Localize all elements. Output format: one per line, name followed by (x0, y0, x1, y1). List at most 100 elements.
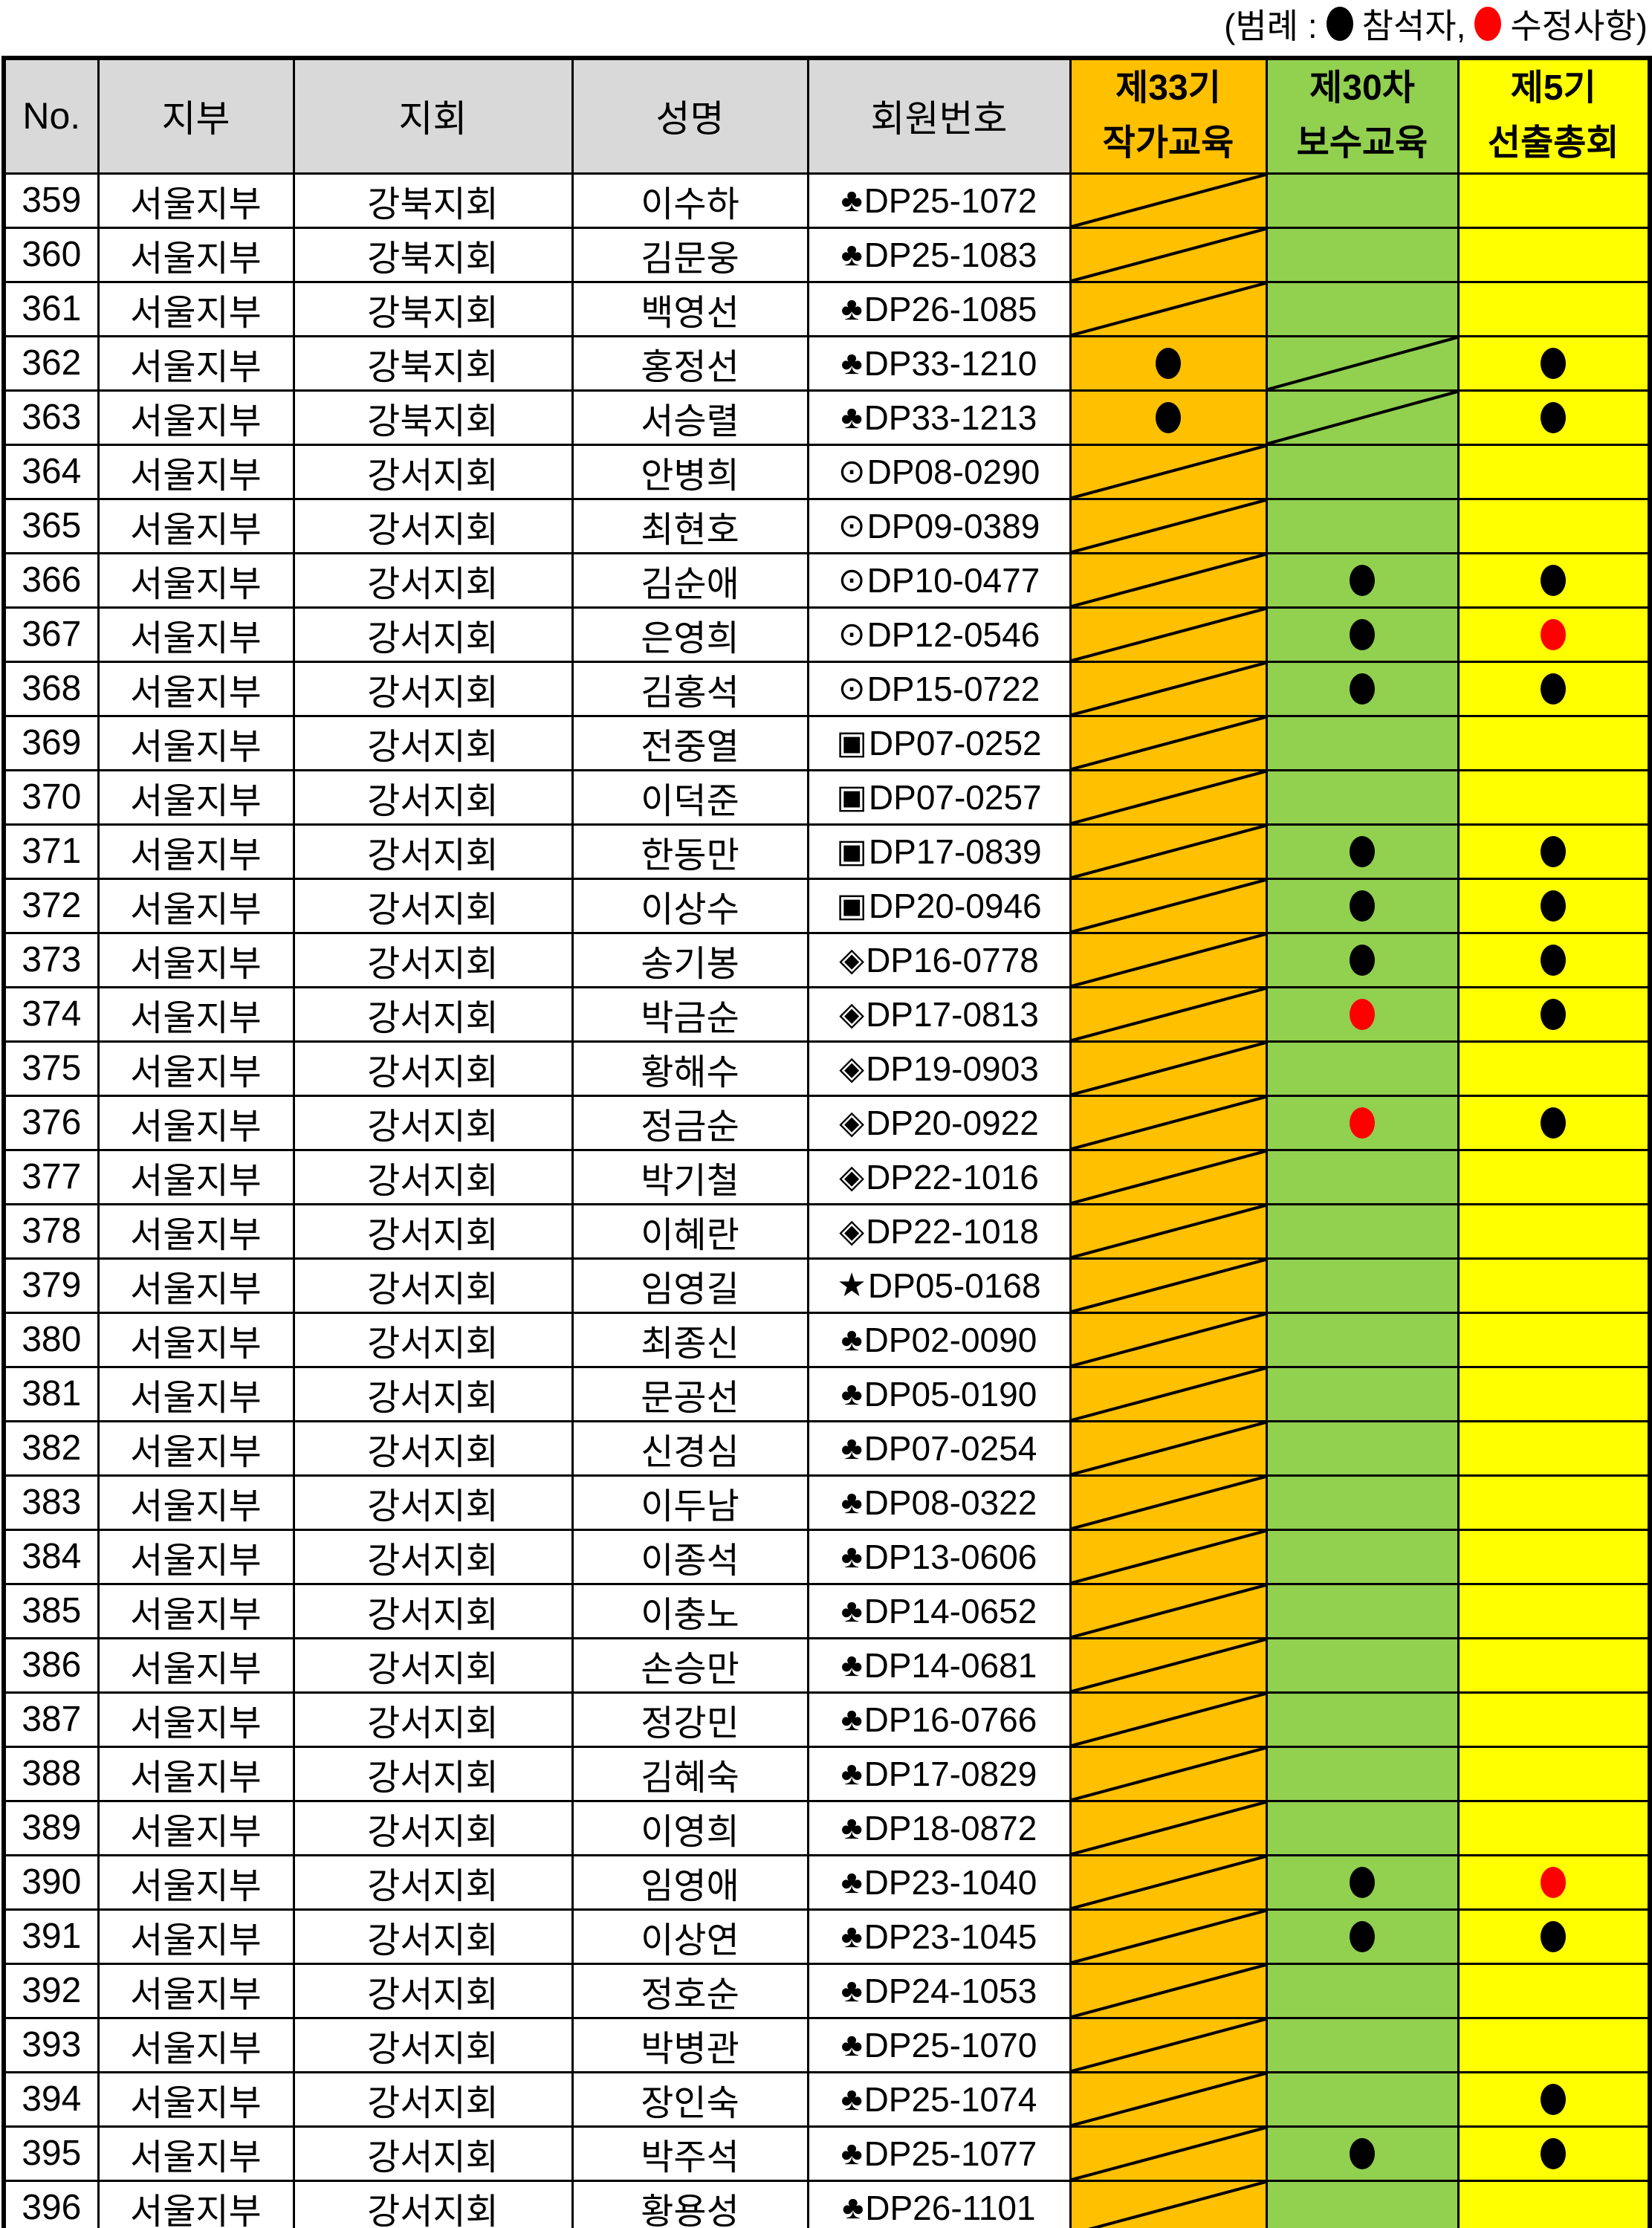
member-symbol-icon: ◈ (839, 996, 865, 1032)
cell-name: 신경심 (571, 1419, 809, 1477)
member-number: ⊙ DP15-0722 (810, 669, 1068, 709)
cell-no: 383 (2, 1474, 100, 1531)
cell-assembly (1457, 1582, 1651, 1639)
state-cell-inner (1460, 392, 1648, 442)
member-number-text: DP26-1085 (864, 289, 1037, 328)
table-row: 361 서울지부 강북지회 백영선 ♣ DP26-1085 (2, 280, 1651, 337)
header-line: 제30차 (1309, 68, 1415, 108)
cell-assembly (1457, 226, 1651, 283)
member-number-text: DP08-0290 (867, 452, 1040, 491)
cell-name: 이상수 (571, 877, 809, 934)
slash-icon (1072, 229, 1266, 281)
cell-repair-edu (1265, 334, 1460, 392)
cell-repair-edu (1265, 931, 1460, 988)
cell-no: 375 (2, 1040, 100, 1097)
cell-no: 374 (2, 985, 100, 1043)
cell-chapter: 강북지회 (292, 172, 574, 229)
state-cell-inner (1268, 337, 1457, 389)
cell-branch: 서울지부 (97, 985, 295, 1043)
table-row: 386 서울지부 강서지회 손승만 ♣ DP14-0681 (2, 1636, 1651, 1694)
cell-name: 백영선 (571, 280, 809, 337)
header-member-no: 회원번호 (806, 56, 1072, 175)
cell-repair-edu (1265, 1202, 1460, 1260)
cell-chapter: 강서지회 (292, 877, 574, 934)
state-cell-inner (1072, 2128, 1266, 2180)
slash-icon (1072, 2182, 1266, 2228)
cell-no: 393 (2, 2016, 100, 2073)
slash-icon (1072, 1205, 1266, 1257)
state-cell-inner (1072, 1097, 1266, 1149)
cell-chapter: 강서지회 (292, 1745, 574, 1802)
member-number-text: DP18-0872 (864, 1808, 1037, 1848)
cell-assembly (1457, 2179, 1651, 2228)
cell-assembly (1457, 931, 1651, 988)
member-number: ♣ DP25-1070 (810, 2025, 1068, 2065)
member-number: ♣ DP33-1210 (810, 343, 1068, 383)
cell-no: 359 (2, 172, 100, 229)
state-cell-inner (1072, 1043, 1266, 1095)
cell-member-no: ♣ DP02-0090 (806, 1311, 1072, 1368)
attendee-dot-icon (1350, 673, 1375, 705)
state-cell-inner (1269, 501, 1456, 551)
member-symbol-icon: ♣ (840, 2080, 863, 2117)
cell-member-no: ♣ DP23-1040 (806, 1853, 1072, 1911)
cell-name: 박기철 (571, 1148, 809, 1205)
slash-icon (1072, 1856, 1266, 1908)
cell-name: 김문웅 (571, 226, 809, 283)
member-symbol-icon: ◈ (839, 1050, 865, 1087)
cell-name: 정금순 (571, 1094, 809, 1151)
cell-repair-edu (1265, 1094, 1460, 1151)
table-row: 370 서울지부 강서지회 이덕준 ▣ DP07-0257 (2, 768, 1651, 826)
member-number: ◈ DP17-0813 (810, 994, 1068, 1034)
member-symbol-icon: ⊙ (838, 616, 866, 652)
cell-writer-edu (1069, 1799, 1268, 1856)
attendee-dot-icon (1541, 1920, 1567, 1952)
state-cell-inner (1072, 1911, 1266, 1963)
member-symbol-icon: ▣ (836, 833, 867, 869)
slash-icon (1072, 2073, 1266, 2125)
member-number: ◈ DP22-1018 (810, 1211, 1068, 1251)
member-number: ⊙ DP09-0389 (810, 506, 1068, 546)
slash-icon (1072, 988, 1266, 1040)
member-number: ♣ DP14-0652 (810, 1591, 1068, 1631)
cell-name: 서승렬 (571, 389, 809, 446)
state-cell-inner (1269, 881, 1456, 930)
slash-icon (1072, 1043, 1266, 1095)
state-cell-inner (1269, 1477, 1456, 1527)
table-row: 368 서울지부 강서지회 김홍석 ⊙ DP15-0722 (2, 660, 1651, 717)
cell-branch: 서울지부 (97, 1582, 295, 1639)
cell-repair-edu (1265, 1528, 1460, 1585)
legend-correction-label: 수정사항) (1510, 7, 1648, 45)
header-name: 성명 (571, 56, 809, 175)
cell-assembly (1457, 985, 1651, 1043)
state-cell-inner (1072, 771, 1266, 823)
state-cell-inner (1460, 1423, 1648, 1473)
state-cell-inner (1269, 2020, 1456, 2070)
member-number: ♣ DP17-0829 (810, 1754, 1068, 1794)
cell-no: 363 (2, 389, 100, 446)
cell-branch: 서울지부 (97, 1528, 295, 1585)
member-number: ♣ DP25-1083 (810, 235, 1068, 275)
slash-icon (1072, 1965, 1266, 2017)
cell-member-no: ⊙ DP09-0389 (806, 497, 1072, 554)
cell-no: 368 (2, 660, 100, 717)
member-symbol-icon: ♣ (840, 1538, 863, 1575)
table-row: 381 서울지부 강서지회 문공선 ♣ DP05-0190 (2, 1365, 1651, 1422)
cell-repair-edu (1265, 551, 1460, 609)
header-writer-edu: 제33기 작가교육 (1069, 56, 1268, 175)
cell-assembly (1457, 1148, 1651, 1205)
slash-icon (1072, 609, 1266, 661)
cell-assembly (1457, 1528, 1651, 1585)
cell-repair-edu (1265, 1257, 1460, 1314)
state-cell-inner (1269, 1260, 1456, 1310)
cell-member-no: ⊙ DP10-0477 (806, 551, 1072, 609)
cell-name: 장인숙 (571, 2070, 809, 2128)
member-number: ⊙ DP10-0477 (810, 560, 1068, 600)
member-symbol-icon: ♣ (840, 344, 863, 381)
member-number-text: DP25-1083 (864, 235, 1037, 274)
state-cell-inner (1460, 1857, 1648, 1907)
cell-assembly (1457, 2016, 1651, 2073)
cell-no: 370 (2, 768, 100, 826)
member-number: ⊙ DP12-0546 (810, 615, 1068, 655)
table-row: 385 서울지부 강서지회 이충노 ♣ DP14-0652 (2, 1582, 1651, 1639)
